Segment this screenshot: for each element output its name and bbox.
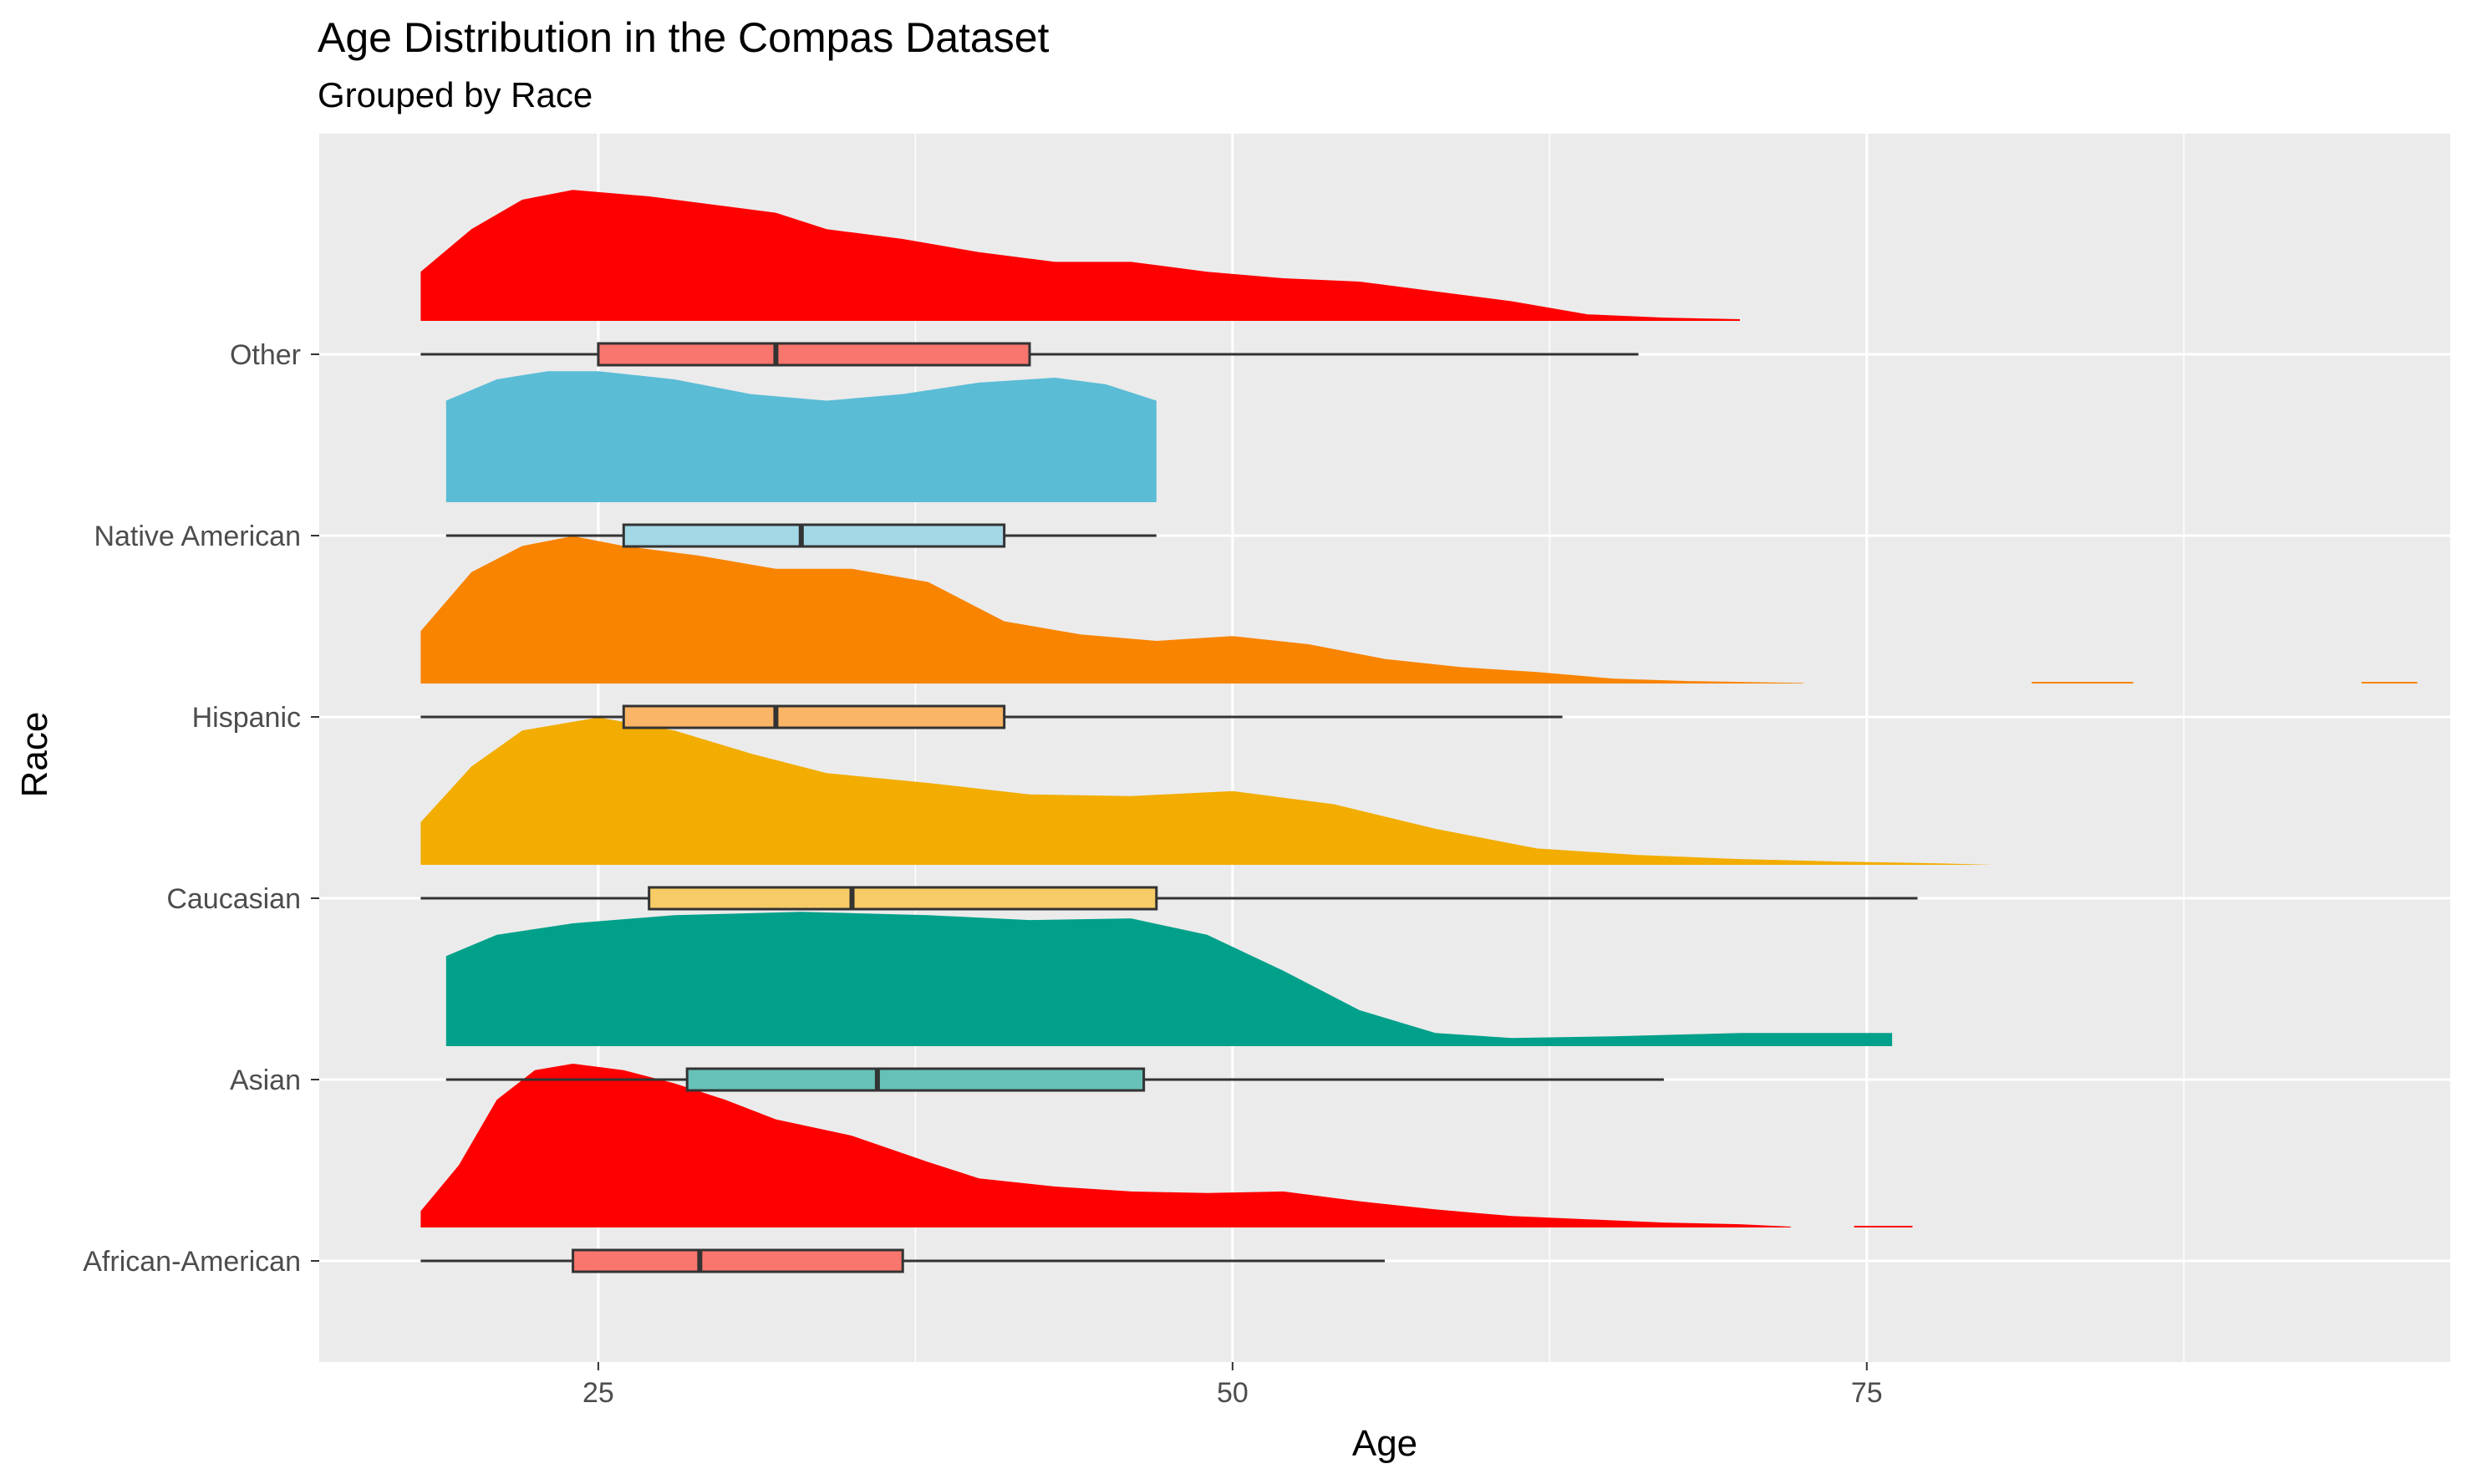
x-axis-title: Age (1352, 1423, 1417, 1464)
y-tick-label: African-American (83, 1246, 301, 1278)
boxplot-layer (420, 342, 1918, 1273)
box-asian (685, 1067, 1146, 1092)
x-tick-label: 50 (1217, 1377, 1249, 1409)
box-other (597, 342, 1031, 367)
x-tick-label: 75 (1851, 1377, 1883, 1409)
density-native-american (445, 371, 1157, 502)
density-other (420, 190, 1740, 321)
axes: African-American Asian Caucasian Hispanic Na… (83, 339, 1882, 1409)
box-african-american (572, 1248, 904, 1273)
box-native-american (622, 523, 1006, 548)
density-hispanic (420, 536, 1803, 684)
chart-title: Age Distribution in the Compas Dataset (318, 14, 1050, 61)
chart-subtitle: Grouped by Race (318, 75, 593, 114)
density-tail-hispanic (2032, 682, 2134, 684)
density-tail-african-american (1854, 1226, 1913, 1227)
box-hispanic (622, 704, 1006, 729)
y-tick-label: Other (230, 339, 301, 371)
box-caucasian (648, 886, 1158, 911)
density-african-american (420, 1064, 1791, 1227)
density-caucasian (420, 717, 1994, 865)
density-layer (420, 190, 2418, 1227)
y-tick-label: Caucasian (166, 883, 301, 915)
y-tick-label: Asian (230, 1065, 301, 1096)
y-tick-label: Hispanic (192, 702, 301, 734)
y-tick-label: Native American (94, 521, 301, 552)
density-asian (445, 912, 1893, 1046)
x-tick-label: 25 (582, 1377, 614, 1409)
density-tail-hispanic (2361, 682, 2418, 684)
y-axis-title: Race (14, 712, 55, 798)
